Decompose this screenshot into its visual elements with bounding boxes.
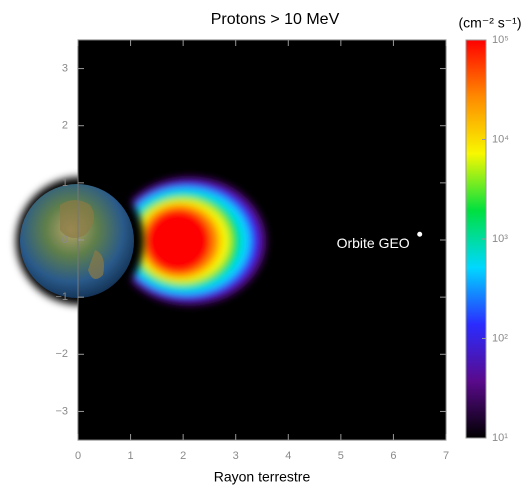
colorbar-tick-label: 10⁴: [492, 133, 509, 145]
colorbar-tick-label: 10⁵: [492, 34, 509, 46]
colorbar-label: (cm⁻² s⁻¹): [459, 15, 522, 31]
x-tick-label: 4: [285, 450, 291, 462]
y-tick-label: 0: [62, 234, 68, 246]
earth: [20, 184, 134, 298]
radiation-belt: [114, 177, 266, 305]
x-tick-label: 5: [338, 450, 344, 462]
y-tick-label: −2: [55, 348, 68, 360]
y-tick-label: 3: [62, 62, 68, 74]
geo-orbit-point: [417, 231, 423, 237]
x-axis-label: Rayon terrestre: [214, 469, 311, 485]
x-tick-label: 2: [180, 450, 186, 462]
y-tick-label: −1: [55, 291, 68, 303]
colorbar-tick-label: 10²: [492, 332, 508, 344]
y-tick-label: −3: [55, 405, 68, 417]
annotation: Orbite GEO: [337, 235, 410, 251]
chart-title: Protons > 10 MeV: [211, 11, 340, 28]
x-tick-label: 0: [75, 450, 81, 462]
colorbar-tick-label: 10¹: [492, 432, 508, 444]
x-tick-label: 7: [443, 450, 449, 462]
y-tick-label: 2: [62, 120, 68, 132]
earth-land: [60, 200, 104, 279]
y-tick-label: 1: [62, 177, 68, 189]
x-tick-label: 3: [233, 450, 239, 462]
colorbar-tick-label: 10³: [492, 233, 508, 245]
x-tick-label: 1: [128, 450, 134, 462]
x-tick-label: 6: [390, 450, 396, 462]
